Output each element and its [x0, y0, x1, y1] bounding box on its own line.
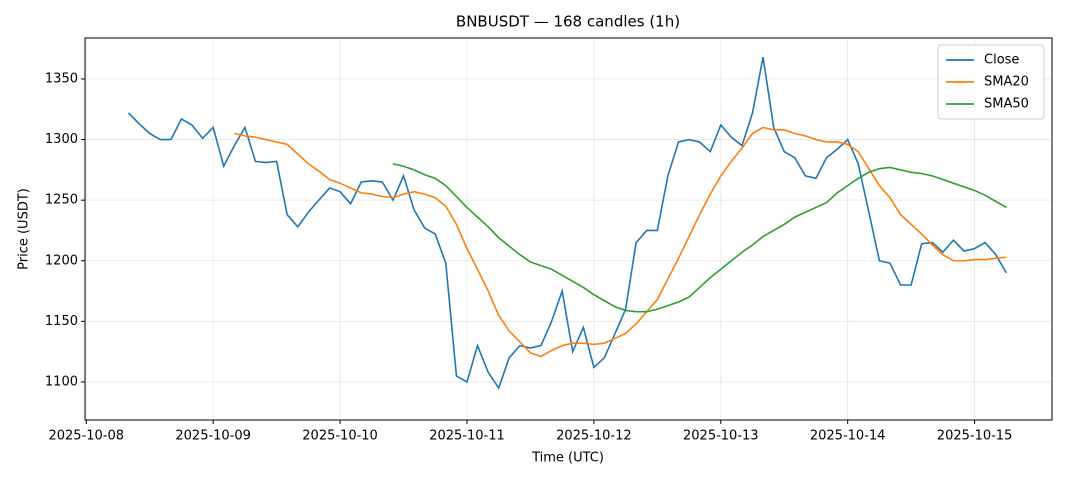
legend-label: SMA50 [984, 97, 1029, 112]
chart-title: BNBUSDT — 168 candles (1h) [456, 13, 680, 31]
x-tick-label: 2025-10-14 [810, 429, 886, 444]
y-tick-label: 1150 [45, 314, 78, 329]
line-series [392, 163, 1007, 313]
x-tick-label: 2025-10-13 [683, 429, 759, 444]
x-tick-label: 2025-10-10 [302, 429, 378, 444]
y-axis-label: Price (USDT) [17, 188, 32, 270]
y-tick-label: 1250 [45, 193, 78, 208]
legend-label: SMA20 [984, 75, 1029, 90]
x-tick-label: 2025-10-12 [556, 429, 632, 444]
line-series [127, 57, 1008, 390]
line-series [234, 126, 1007, 358]
y-tick-label: 1200 [45, 253, 78, 268]
legend-box [937, 44, 1045, 120]
y-tick-label: 1350 [45, 71, 78, 86]
x-tick-label: 2025-10-11 [429, 429, 505, 444]
x-tick-label: 2025-10-15 [937, 429, 1013, 444]
y-tick-label: 1100 [45, 374, 78, 389]
y-tick-label: 1300 [45, 132, 78, 147]
x-axis-label: Time (UTC) [531, 451, 604, 466]
legend-label: Close [984, 53, 1019, 68]
x-tick-label: 2025-10-09 [175, 429, 251, 444]
legend: Close SMA20 SMA50 [937, 44, 1045, 120]
plot-frame [84, 37, 1053, 421]
x-tick-label: 2025-10-08 [48, 429, 124, 444]
